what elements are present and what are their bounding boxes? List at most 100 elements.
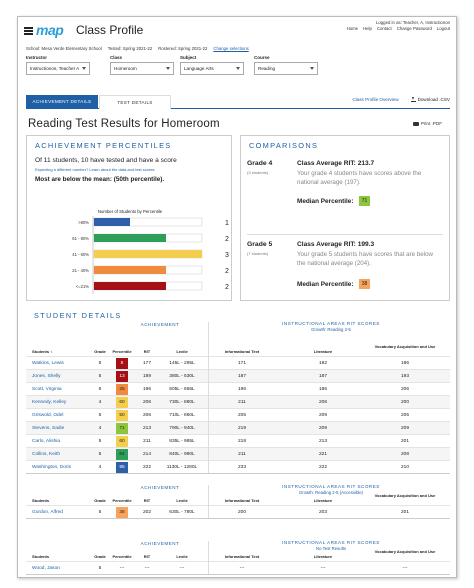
change-selections-link[interactable]: Change selections (213, 46, 249, 51)
student-name-link[interactable]: Carlo, Alishia (32, 439, 60, 444)
literature-score: 209 (318, 426, 327, 431)
nav-help[interactable]: Help (363, 26, 372, 31)
col-literature: Literature (313, 498, 333, 503)
instructional-areas-title: INSTRUCTIONAL AREAS RIT SCORES (282, 540, 380, 545)
student-grade: 5 (98, 439, 102, 444)
student-grade: 5 (98, 510, 102, 515)
percentile-badge: 8 (116, 358, 128, 369)
nav-logout[interactable]: Logout (436, 26, 450, 31)
page-title: Reading Test Results for Homeroom (28, 118, 220, 130)
col-grade: Grade (94, 554, 106, 559)
mean-summary: Most are below the mean: (50th percentil… (35, 176, 165, 183)
instructional-areas-title: INSTRUCTIONAL AREAS RIT SCORES (282, 321, 380, 326)
nav-change-password[interactable]: Change Password (396, 26, 432, 31)
category-label: 41 - 60% (72, 252, 89, 257)
col-rit: RIT (143, 349, 151, 354)
map-logo: map (36, 22, 64, 38)
print-pdf-button[interactable]: Print .PDF (412, 121, 442, 126)
context-school: School: Mesa Verde Elementary School (26, 46, 102, 51)
filter-label: Subject (180, 55, 197, 60)
class-profile-overview-link[interactable]: Class Profile Overview (352, 97, 399, 102)
col-students[interactable]: Students ↕ (32, 349, 53, 354)
tab-test-details[interactable]: TEST DETAILS (99, 95, 171, 109)
chart-title: Number of Students by Percentile (98, 209, 163, 214)
literature-score: 213 (318, 439, 327, 444)
percentile-badge: 25 (116, 384, 128, 395)
context-tested: Tested: Spring 2021-22 (107, 46, 153, 51)
col-rit: RIT (143, 554, 151, 559)
course-select[interactable]: Reading (254, 62, 318, 75)
student-name-link[interactable]: Wood, Jason (32, 566, 60, 571)
lexile-range: 145L - 295L (169, 361, 195, 366)
rit-score: 222 (142, 465, 151, 470)
table-row: Collins, Keith 5 64 214 840L - 990L 211 … (26, 447, 450, 460)
grade-label: Grade 5 (247, 241, 273, 248)
col-students[interactable]: Students (32, 498, 50, 503)
informational-text-score: 211 (238, 452, 246, 457)
filter-subject: Subject Language Arts (180, 55, 244, 75)
student-grade: 4 (98, 426, 102, 431)
filter-class: Class Homeroom (110, 55, 174, 75)
bar (94, 234, 166, 242)
data-help-link[interactable]: Expecting a different number? Learn abou… (35, 167, 155, 172)
literature-score: 206 (318, 400, 327, 405)
percentile-badge: 71 (116, 423, 128, 434)
student-name-link[interactable]: Griswold, Odel (32, 413, 64, 418)
percentile-badge: --- (119, 566, 125, 571)
lexile-range: --- (179, 566, 185, 571)
nav-contact[interactable]: Contact (376, 26, 392, 31)
lexile-range: 710L - 860L (169, 413, 195, 418)
col-vocabulary: Vocabulary Acquisition and Use (374, 549, 436, 554)
col-grade: Grade (94, 349, 106, 354)
rit-score: --- (144, 566, 150, 571)
rit-score: 202 (142, 510, 151, 515)
value-label: 2 (225, 284, 229, 291)
category-label: 21 - 40% (72, 268, 89, 273)
menu-icon[interactable] (24, 27, 33, 35)
vocabulary-score: 210 (400, 465, 409, 470)
app-title: Class Profile (76, 23, 144, 37)
subject-select[interactable]: Language Arts (180, 62, 244, 75)
group-bottom-border (26, 518, 450, 519)
informational-text-score: --- (239, 566, 245, 571)
literature-score: 182 (318, 361, 327, 366)
student-name-link[interactable]: Gordon, Alfred (32, 510, 63, 515)
section-divider (208, 485, 209, 518)
student-name-link[interactable]: Watkins, Lewis (32, 361, 64, 366)
percentile-badge: 60 (116, 397, 128, 408)
average-description: Your grade 4 students have scores above … (297, 170, 422, 186)
logged-in-user: Logged in as: Teacher, A, Instructionon (376, 20, 450, 25)
value-label: 1 (225, 220, 229, 227)
class-select[interactable]: Homeroom (110, 62, 174, 75)
student-name-link[interactable]: Kennedy, Kelley (32, 400, 67, 405)
literature-score: 222 (318, 465, 327, 470)
literature-score: 203 (318, 510, 327, 515)
tab-achievement-details[interactable]: ACHIEVEMENT DETAILS (26, 95, 98, 109)
instructional-areas-title: INSTRUCTIONAL AREAS RIT SCORES (282, 484, 380, 489)
col-students[interactable]: Students (32, 554, 50, 559)
table-row: Watkins, Lewis 5 8 177 145L - 295L 171 1… (26, 356, 450, 369)
instructor-select[interactable]: Instructionon, Teacher A (26, 62, 90, 75)
student-name-link[interactable]: Jones, Shelly (32, 374, 61, 379)
group-bottom-border (26, 574, 450, 575)
category-label: <=21% (76, 284, 90, 289)
student-name-link[interactable]: Collins, Keith (32, 452, 60, 457)
student-name-link[interactable]: Washington, Doris (32, 465, 72, 470)
median-percentile-label: Median Percentile: (297, 198, 354, 205)
context-bar: School: Mesa Verde Elementary School Tes… (26, 46, 249, 51)
nav-home[interactable]: Home (346, 26, 359, 31)
student-name-link[interactable]: Stevens, Sadie (32, 426, 65, 431)
tab-bar: ACHIEVEMENT DETAILS TEST DETAILS Class P… (26, 95, 450, 109)
vocabulary-score: 193 (400, 374, 409, 379)
filter-course: Course Reading (254, 55, 318, 75)
student-grade: 5 (98, 361, 102, 366)
table-row: Wood, Jason 5 --- --- --- --- --- --- (26, 561, 450, 574)
col-percentile: Percentile (112, 498, 132, 503)
download-csv-button[interactable]: Download .CSV (410, 97, 450, 102)
vocabulary-score: 208 (400, 452, 409, 457)
achievement-percentiles-panel: ACHIEVEMENT PERCENTILES Of 11 students, … (26, 135, 232, 301)
student-name-link[interactable]: Scott, Virginia (32, 387, 62, 392)
download-csv-label: Download .CSV (417, 97, 450, 102)
rit-score: 196 (142, 387, 151, 392)
rit-score: 211 (143, 439, 151, 444)
